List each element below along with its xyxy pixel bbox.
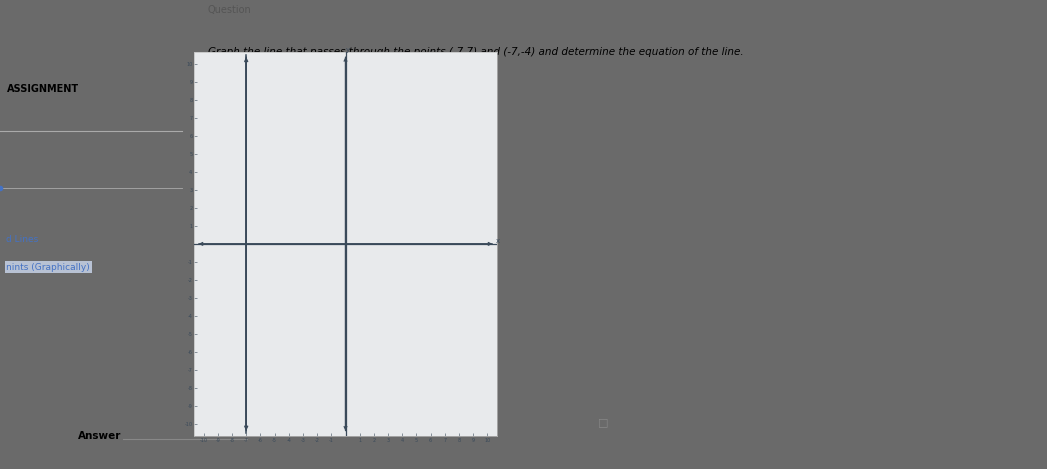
Text: Graph the line that passes through the points (-7,7) and (-7,-4) and determine t: Graph the line that passes through the p… <box>207 47 743 57</box>
Text: Answer: Answer <box>77 431 121 441</box>
Text: nints (Graphically): nints (Graphically) <box>6 263 90 272</box>
Text: d Lines: d Lines <box>6 234 39 243</box>
Text: Question: Question <box>207 5 251 15</box>
Text: x: x <box>496 238 500 244</box>
Text: □: □ <box>599 417 609 427</box>
Text: y: y <box>346 47 350 53</box>
Text: ASSIGNMENT: ASSIGNMENT <box>6 84 79 94</box>
